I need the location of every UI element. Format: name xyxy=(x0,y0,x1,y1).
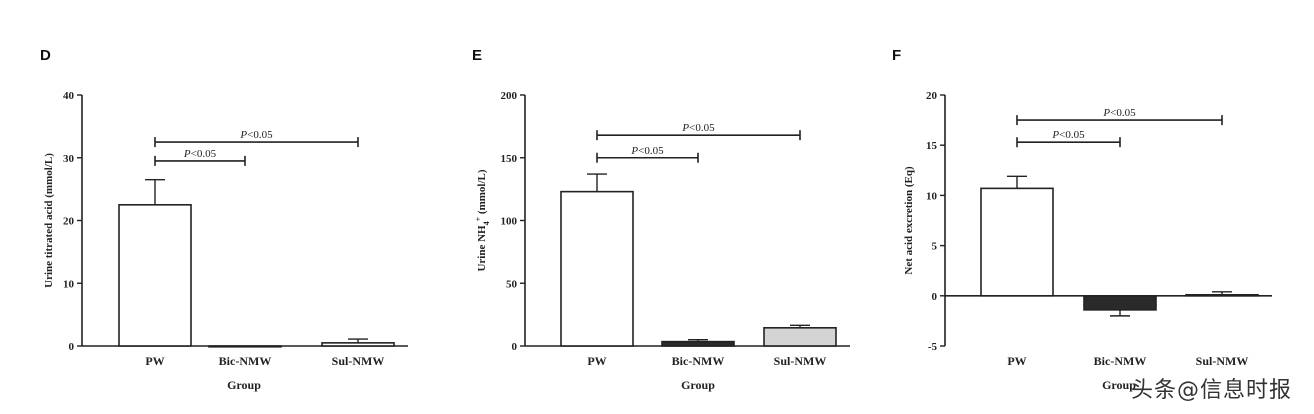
y-tick-label: 20 xyxy=(926,90,938,102)
significance-label: P<0.05 xyxy=(1051,129,1085,141)
chart-panel-f: F -5 0 5 10 15 20 Net acid excretion (Eq) PW Bic-… xyxy=(892,47,1272,392)
watermark-text: 头条@信息时报 xyxy=(1130,378,1292,403)
x-axis-label: Group xyxy=(1102,378,1136,392)
x-category-label: Bic-NMW xyxy=(672,354,725,368)
y-tick-label: -5 xyxy=(928,341,938,353)
x-category-label: Sul-NMW xyxy=(1196,354,1249,368)
bar-pw xyxy=(980,187,1054,297)
panel-letter: F xyxy=(892,47,901,64)
y-tick-label: 100 xyxy=(501,216,518,228)
x-axis-label: Group xyxy=(681,378,715,392)
x-axis-label: Group xyxy=(227,378,261,392)
bar-sul-nmw xyxy=(1185,293,1259,297)
y-axis-label: Urine NH4+ (mmol/L) xyxy=(474,169,491,271)
y-tick-label: 0 xyxy=(69,341,75,353)
bar-bic-nmw xyxy=(661,340,735,347)
y-tick-label: 30 xyxy=(63,153,75,165)
significance-label: P<0.05 xyxy=(239,129,273,141)
x-category-label: Sul-NMW xyxy=(332,354,385,368)
x-category-label: Sul-NMW xyxy=(774,354,827,368)
y-tick-label: 200 xyxy=(501,90,518,102)
x-category-label: PW xyxy=(587,354,606,368)
x-category-label: Bic-NMW xyxy=(1094,354,1147,368)
bar-pw xyxy=(560,190,634,347)
chart-panel-d: D 0 10 20 30 40 Urine titrated acid (mmol/L) PW… xyxy=(40,47,408,392)
y-tick-label: 15 xyxy=(926,140,938,152)
bar-sul-nmw xyxy=(763,327,837,347)
y-tick-label: 10 xyxy=(63,278,75,290)
significance-label: P<0.05 xyxy=(183,148,217,160)
y-tick-label: 0 xyxy=(512,341,518,353)
significance-label: P<0.05 xyxy=(681,122,715,134)
panel-letter: E xyxy=(472,47,482,64)
panel-letter: D xyxy=(40,47,51,64)
y-tick-label: 10 xyxy=(926,190,938,202)
y-tick-label: 40 xyxy=(63,90,75,102)
y-tick-label: 50 xyxy=(506,278,518,290)
y-tick-label: 20 xyxy=(63,216,75,228)
bar-sul-nmw xyxy=(321,342,395,347)
y-tick-label: 0 xyxy=(932,291,938,303)
bar-pw xyxy=(118,204,192,347)
x-category-label: Bic-NMW xyxy=(219,354,272,368)
y-tick-label: 5 xyxy=(932,241,938,253)
bar-bic-nmw xyxy=(208,345,282,348)
chart-panel-e: E 0 50 100 150 200 Urine NH4+ (mmol/L) PW Bic-NM… xyxy=(472,47,850,392)
y-axis-label: Net acid excretion (Eq) xyxy=(903,166,915,275)
y-axis-label: Urine titrated acid (mmol/L) xyxy=(43,153,55,288)
y-tick-label: 150 xyxy=(501,153,518,165)
significance-label: P<0.05 xyxy=(1102,107,1136,119)
bar-bic-nmw xyxy=(1083,294,1157,311)
x-category-label: PW xyxy=(1007,354,1026,368)
x-category-label: PW xyxy=(145,354,164,368)
significance-label: P<0.05 xyxy=(630,145,664,157)
